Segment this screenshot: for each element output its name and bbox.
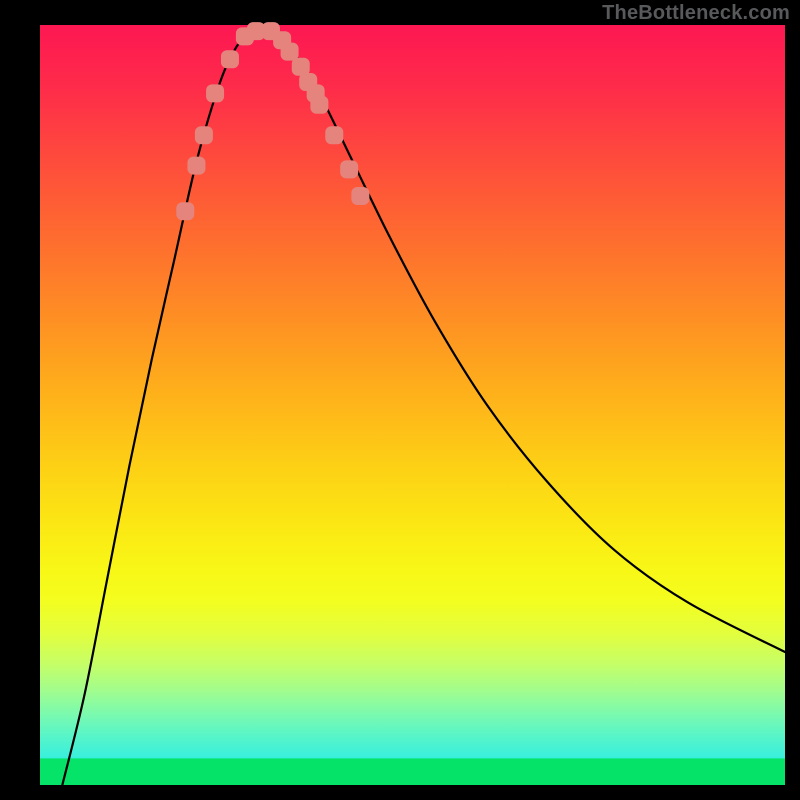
curve-marker — [281, 43, 299, 61]
watermark-text: TheBottleneck.com — [602, 2, 790, 25]
curve-marker — [206, 84, 224, 102]
chart-stage: TheBottleneck.com — [0, 0, 800, 800]
curve-marker — [310, 96, 328, 114]
bottleneck-chart — [0, 0, 800, 800]
curve-marker — [221, 50, 239, 68]
curve-marker — [340, 160, 358, 178]
curve-marker — [187, 157, 205, 175]
curve-marker — [195, 126, 213, 144]
curve-marker — [176, 202, 194, 220]
green-band — [40, 758, 785, 785]
plot-background — [40, 25, 785, 785]
curve-marker — [325, 126, 343, 144]
curve-marker — [351, 187, 369, 205]
